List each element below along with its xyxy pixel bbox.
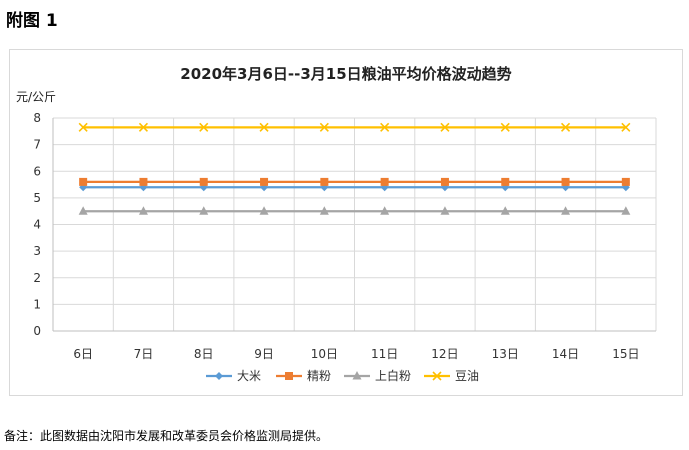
y-tick-label: 2	[33, 271, 41, 285]
series-group	[78, 122, 631, 215]
legend-label: 上白粉	[375, 368, 411, 383]
x-tick-label: 11日	[371, 347, 398, 361]
data-point	[79, 177, 88, 186]
legend-item: 大米	[206, 369, 261, 383]
legend-item: 精粉	[276, 369, 331, 383]
x-tick-label: 14日	[552, 347, 579, 361]
data-point-stroke	[560, 122, 571, 132]
x-tick-label: 8日	[194, 347, 214, 361]
data-point	[199, 177, 208, 186]
data-point-stroke	[621, 122, 631, 132]
data-point	[259, 122, 269, 132]
x-tick-label: 9日	[254, 347, 274, 361]
data-point	[380, 206, 390, 215]
gridlines	[53, 117, 657, 331]
y-tick-label: 5	[33, 191, 41, 205]
y-tick-label: 4	[33, 218, 41, 232]
legend-marker	[352, 371, 362, 380]
y-tick-label: 8	[33, 111, 41, 125]
data-point	[440, 206, 450, 215]
data-point	[501, 177, 510, 186]
data-point-stroke	[259, 122, 269, 132]
data-point-stroke	[380, 122, 390, 132]
data-point	[621, 177, 630, 186]
data-point	[319, 122, 329, 132]
data-point	[621, 122, 631, 132]
data-point	[380, 122, 390, 132]
x-tick-labels: 6日 7日 8日 9日 10日 11日 12日 13日 14日 15日	[73, 347, 639, 361]
y-tick-label: 7	[33, 138, 41, 152]
y-tick-label: 1	[33, 297, 41, 311]
y-tick-label: 0	[33, 324, 41, 338]
legend-label: 精粉	[307, 369, 331, 383]
data-point	[319, 206, 329, 215]
series-上白粉	[78, 206, 631, 215]
data-point	[199, 122, 209, 132]
legend-item: 豆油	[424, 369, 479, 383]
data-point	[561, 206, 571, 215]
x-tick-label: 12日	[431, 347, 458, 361]
x-tick-label: 13日	[492, 347, 519, 361]
x-tick-label: 15日	[612, 347, 639, 361]
data-point-stroke	[78, 122, 88, 132]
data-point	[139, 177, 148, 186]
data-point-stroke	[138, 122, 149, 132]
data-point-stroke	[319, 122, 329, 132]
data-point-stroke	[432, 371, 442, 381]
data-point	[440, 177, 449, 186]
page-heading: 附图 1	[6, 11, 58, 31]
data-point	[561, 177, 570, 186]
x-tick-label: 6日	[73, 347, 93, 361]
data-point	[500, 206, 510, 215]
axes	[52, 118, 656, 332]
data-point	[260, 177, 269, 186]
data-point	[138, 206, 148, 215]
legend-marker	[432, 371, 442, 381]
data-point	[199, 206, 209, 215]
data-point-stroke	[500, 122, 510, 132]
legend: 大米 精粉 上白粉 豆油	[206, 368, 479, 383]
legend-label: 大米	[237, 369, 261, 383]
y-tick-labels: 0 1 2 3 4 5 6 7 8	[33, 111, 41, 338]
chart-frame	[9, 49, 683, 396]
data-point	[560, 122, 571, 132]
data-point	[380, 177, 389, 186]
series-豆油	[78, 122, 631, 132]
source-note: 备注：此图数据由沈阳市发展和改革委员会价格监测局提供。	[4, 429, 329, 443]
data-point	[320, 177, 329, 186]
data-point	[440, 122, 450, 132]
y-tick-label: 6	[33, 164, 41, 178]
chart-title: 2020年3月6日--3月15日粮油平均价格波动趋势	[180, 65, 511, 83]
x-tick-label: 10日	[311, 347, 338, 361]
legend-marker	[285, 372, 293, 380]
data-point	[138, 122, 149, 132]
data-point	[500, 122, 510, 132]
y-tick-label: 3	[33, 244, 41, 258]
x-tick-label: 7日	[134, 347, 154, 361]
data-point	[78, 206, 88, 215]
legend-item: 上白粉	[344, 368, 411, 383]
data-point	[78, 122, 88, 132]
legend-marker	[215, 372, 223, 380]
legend-label: 豆油	[455, 369, 479, 383]
data-point	[621, 206, 631, 215]
data-point-stroke	[440, 122, 450, 132]
data-point	[259, 206, 269, 215]
series-精粉	[79, 177, 630, 186]
data-point-stroke	[199, 122, 209, 132]
y-axis-unit-label: 元/公斤	[16, 90, 56, 104]
